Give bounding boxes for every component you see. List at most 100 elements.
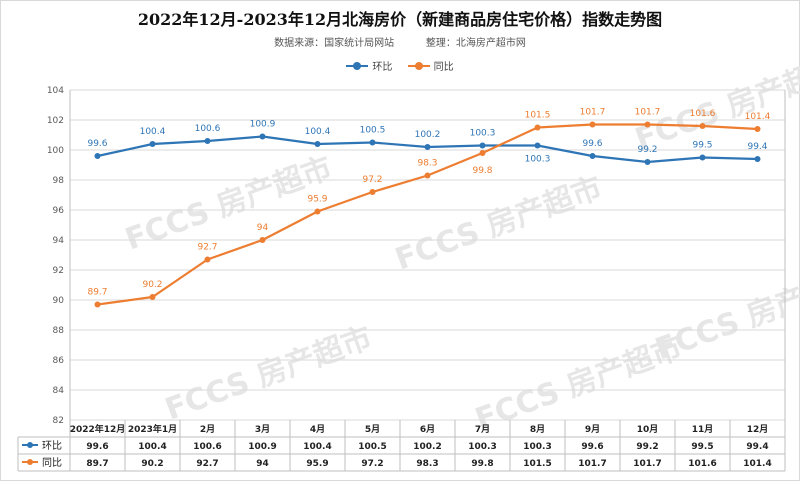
data-point [424,172,431,179]
y-tick-label: 88 [53,326,65,336]
data-label: 101.6 [690,109,716,119]
data-point [699,123,706,129]
x-tick-label: 7月 [475,424,490,435]
data-label: 97.2 [362,175,382,185]
y-tick-label: 84 [53,386,65,396]
data-point [479,150,486,156]
table-row-label: 同比 [42,457,62,469]
data-point [369,139,376,146]
table-cell: 99.6 [86,442,108,452]
table-cell: 101.7 [578,459,606,469]
data-point [259,133,266,140]
x-tick-label: 5月 [365,424,380,435]
table-cell: 90.2 [141,459,163,469]
legend-item-mom: 环比 [346,58,392,73]
data-label: 98.3 [417,159,437,169]
data-label: 101.4 [745,112,771,122]
table-cell: 100.9 [248,442,276,452]
table-cell: 101.5 [523,459,551,469]
data-point [369,189,376,195]
table-legend-marker [27,442,33,448]
table-cell: 99.4 [746,442,768,452]
table-cell: 99.6 [581,442,603,452]
y-tick-label: 86 [53,356,65,366]
x-tick-label: 2月 [200,424,215,435]
x-tick-label: 6月 [420,424,435,435]
data-label: 90.2 [142,280,162,290]
data-point [204,138,211,144]
table-cell: 99.5 [691,442,713,452]
data-label: 100.4 [305,127,331,137]
data-label: 99.6 [582,139,602,149]
table-cell: 100.5 [358,442,386,452]
data-label: 95.9 [307,195,327,205]
data-label: 99.2 [637,145,657,155]
data-label: 99.6 [87,139,107,149]
y-tick-label: 90 [53,296,65,306]
chart-title: 2022年12月-2023年12月北海房价（新建商品房住宅价格）指数走势图 [137,10,663,29]
data-point [149,141,156,147]
table-cell: 100.4 [303,442,331,452]
table-row-label: 环比 [42,440,62,452]
data-label: 101.7 [580,108,606,118]
data-point [534,142,541,149]
table-cell: 95.9 [306,459,328,469]
legend-item-yoy: 同比 [407,58,454,73]
data-label: 100.6 [195,124,221,134]
table-cell: 97.2 [361,459,383,469]
x-tick-label: 2022年12月 [70,423,126,435]
chart-subtitle: 数据来源：国家统计局网站 整理：北海房产超市网 [0,34,800,49]
legend-swatch-yoy [407,61,430,70]
x-tick-label: 8月 [530,424,545,435]
table-legend-marker [27,459,33,465]
data-label: 89.7 [87,288,107,298]
data-point [754,156,761,162]
x-tick-label: 11月 [692,424,714,435]
data-label: 101.7 [635,108,661,118]
y-tick-label: 102 [47,116,64,126]
data-point [314,141,321,147]
y-tick-label: 104 [47,86,64,96]
x-tick-label: 4月 [310,424,325,435]
data-label: 99.8 [472,166,492,176]
x-tick-label: 10月 [637,424,659,435]
table-cell: 100.2 [413,442,441,452]
data-point [314,208,321,215]
data-point [259,237,266,243]
y-tick-label: 96 [53,206,65,216]
legend-swatch-mom [346,61,369,70]
compiler-label: 整理：北海房产超市网 [425,38,526,49]
data-point [479,142,486,149]
x-tick-label: 9月 [585,424,600,435]
data-point [204,256,211,263]
series-line-yoy [97,123,758,306]
table-cell: 99.2 [636,442,658,452]
table-cell: 99.8 [471,459,493,469]
y-tick-label: 98 [53,176,65,186]
chart-legend: 环比 同比 [0,58,800,73]
table-cell: 101.7 [633,459,661,469]
table-cell: 100.6 [193,442,221,452]
y-tick-label: 100 [47,146,64,156]
table-cell: 89.7 [86,459,108,469]
table-cell: 92.7 [196,459,218,469]
table-cell: 94 [256,459,269,469]
data-label: 100.2 [415,130,441,140]
source-label: 数据来源：国家统计局网站 [274,38,395,49]
data-label: 99.5 [692,141,712,151]
table-cell: 100.3 [468,442,496,452]
data-label: 100.3 [470,129,496,139]
legend-label-mom: 环比 [372,62,393,73]
data-point [534,124,541,131]
data-point [754,126,761,132]
y-tick-label: 82 [53,416,64,426]
x-tick-label: 2023年1月 [128,423,177,435]
table-cell: 100.4 [138,442,166,452]
data-point [589,121,596,128]
data-point [149,294,156,300]
data-label: 99.4 [747,142,767,152]
x-tick-label: 3月 [255,424,270,435]
y-tick-label: 92 [53,266,64,276]
data-label: 100.3 [525,155,551,165]
